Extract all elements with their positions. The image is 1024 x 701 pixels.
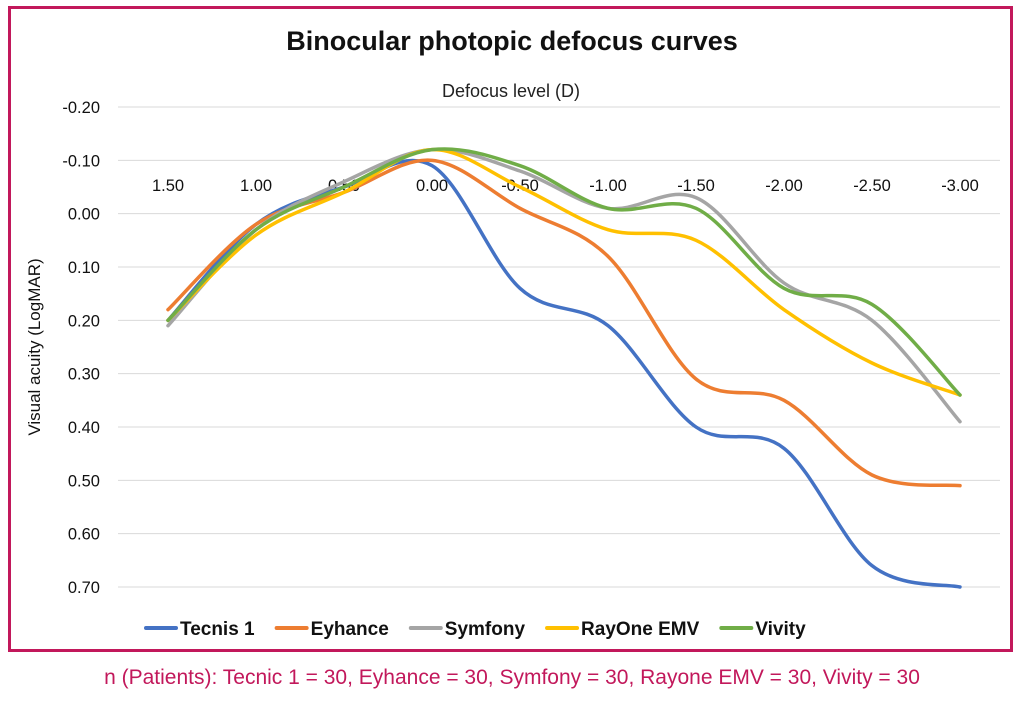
x-tick-label: -2.50 [853,177,891,195]
y-tick-label: 0.70 [68,579,100,597]
legend: Tecnis 1 Eyhance Symfony RayOne EMV Vivity [144,619,806,640]
series-line-rayone-emv [166,147,962,397]
series-lines [166,147,962,589]
series-line-vivity [166,147,962,397]
y-tick-label: 0.10 [68,259,100,277]
y-tick-label: 0.50 [68,472,100,490]
y-tick-label: 0.40 [68,419,100,437]
legend-label-tecnis-1: Tecnis 1 [180,619,255,640]
y-axis-title: Visual acuity (LogMAR) [25,258,44,435]
x-tick-label: -1.50 [677,177,715,195]
defocus-curve-chart: Binocular photopic defocus curves Defocu… [25,26,1000,640]
y-tick-label: -0.10 [62,152,100,170]
x-tick-label: -1.00 [589,177,627,195]
patient-count-footnote: n (Patients): Tecnic 1 = 30, Eyhance = 3… [104,666,920,689]
x-tick-label: 1.50 [152,177,184,195]
y-tick-label: 0.00 [68,206,100,224]
y-tick-label: 0.20 [68,312,100,330]
x-axis-ticks: 1.50 1.00 0.50 0.00 -0.50 -1.00 -1.50 -2.00 -2.5… [152,177,979,195]
x-tick-label: -2.00 [765,177,803,195]
x-axis-title: Defocus level (D) [442,81,580,101]
chart-frame [8,6,1013,652]
x-tick-label: 0.00 [416,177,448,195]
x-tick-label: -3.00 [941,177,979,195]
legend-label-eyhance: Eyhance [311,619,389,640]
y-tick-label: 0.60 [68,526,100,544]
chart-title: Binocular photopic defocus curves [286,26,738,56]
y-axis-ticks: -0.20 -0.10 0.00 0.10 0.20 0.30 0.40 0.50 0.60 0.… [62,99,100,597]
y-tick-label: 0.30 [68,366,100,384]
series-line-symfony [166,147,962,424]
legend-label-symfony: Symfony [445,619,526,640]
gridlines [118,106,1000,588]
legend-label-vivity: Vivity [755,619,806,640]
x-tick-label: 1.00 [240,177,272,195]
legend-label-rayone-emv: RayOne EMV [581,619,700,640]
y-tick-label: -0.20 [62,99,100,117]
